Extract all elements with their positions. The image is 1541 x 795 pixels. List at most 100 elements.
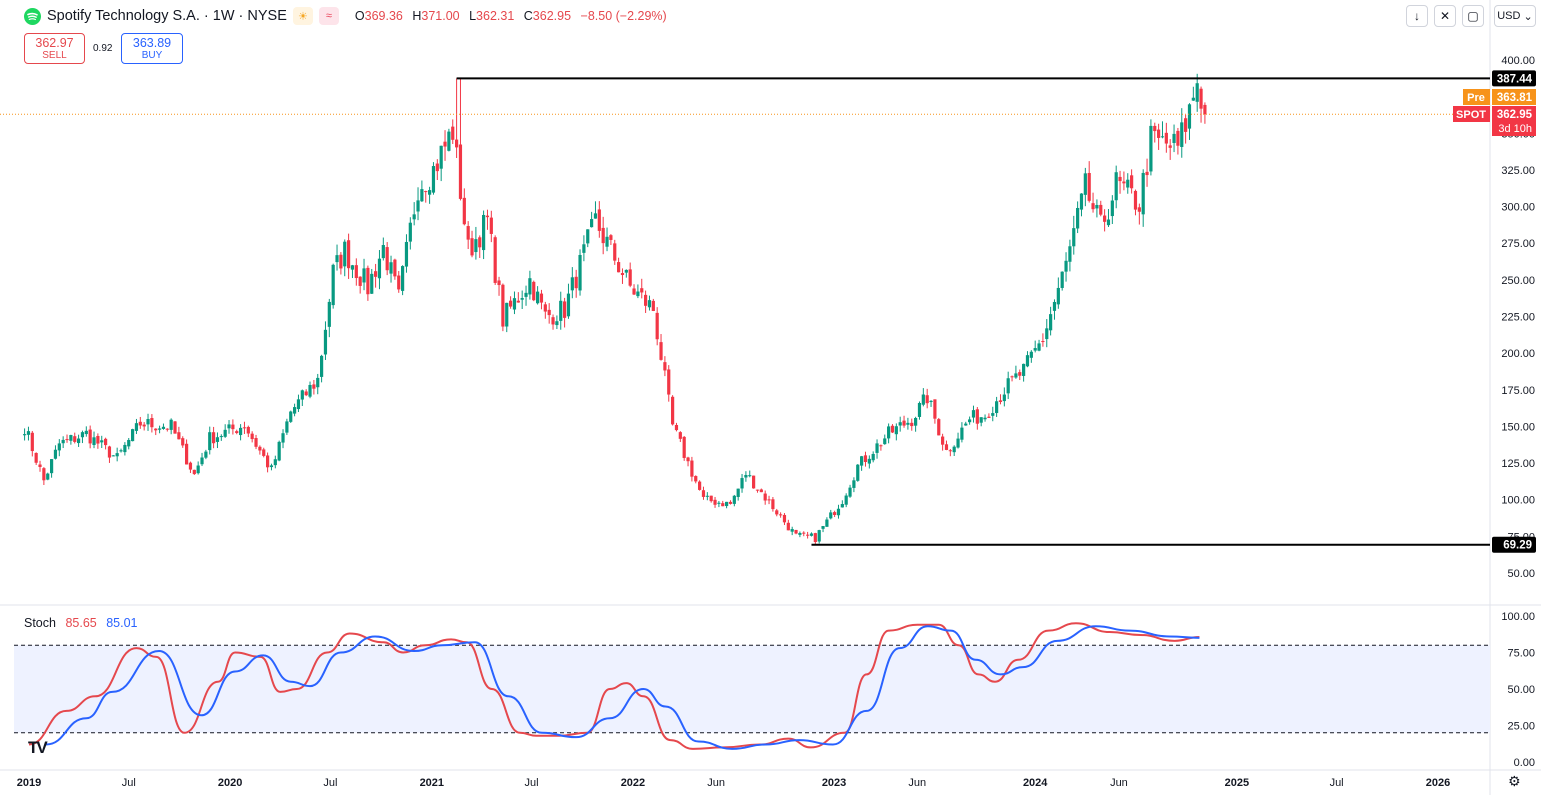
- last-price-label[interactable]: SPOT 362.95 3d 10h: [1453, 106, 1536, 136]
- candle: [798, 531, 802, 538]
- candle: [582, 235, 586, 262]
- candle-body: [543, 304, 547, 312]
- candle-body: [1130, 175, 1134, 189]
- candle-body: [493, 237, 497, 283]
- candle-body: [890, 425, 895, 433]
- maximize-icon[interactable]: ▢: [1462, 5, 1484, 27]
- candle-body: [215, 437, 220, 442]
- candle: [273, 455, 277, 469]
- candle-body: [107, 446, 112, 458]
- candle-body: [1099, 204, 1103, 215]
- settings-gear-icon[interactable]: ⚙: [1508, 773, 1521, 789]
- sun-icon[interactable]: ☀: [292, 7, 313, 25]
- candle: [316, 373, 320, 395]
- candle: [975, 407, 979, 430]
- candle-body: [867, 458, 871, 464]
- stoch-tick-label: 0.00: [1514, 757, 1535, 769]
- candle: [1168, 139, 1172, 160]
- candle: [655, 307, 659, 346]
- candle: [794, 529, 798, 535]
- candle-body: [204, 451, 208, 458]
- candle-body: [157, 428, 162, 430]
- candle-body: [1195, 83, 1199, 102]
- candle-body: [46, 473, 50, 480]
- candle-body: [875, 443, 879, 453]
- candle: [682, 436, 686, 461]
- candle: [910, 418, 914, 431]
- stoch-legend[interactable]: Stoch 85.65 85.01: [24, 616, 138, 630]
- candle-body: [948, 450, 952, 452]
- time-tick-label: 2019: [17, 777, 41, 789]
- stoch-k-value: 85.65: [65, 616, 97, 630]
- candle-body: [1110, 200, 1114, 217]
- candle-body: [686, 457, 690, 462]
- candle-body: [979, 417, 983, 423]
- candle: [250, 431, 254, 443]
- candle: [208, 426, 212, 455]
- candle: [968, 416, 972, 425]
- wave-icon[interactable]: ≈: [318, 7, 339, 25]
- candle: [281, 429, 285, 449]
- candle-body: [624, 269, 628, 273]
- candle-body: [231, 424, 235, 430]
- low-price-label[interactable]: 69.29: [1492, 536, 1536, 553]
- sell-label: SELL: [42, 49, 67, 61]
- candle: [1160, 121, 1165, 139]
- candle: [906, 417, 910, 430]
- candle: [1199, 86, 1203, 123]
- buy-button[interactable]: 363.89 BUY: [121, 33, 183, 64]
- candle: [134, 418, 139, 435]
- candle: [960, 422, 964, 443]
- candle: [181, 436, 185, 448]
- candle: [223, 424, 227, 438]
- candle-body: [181, 438, 185, 446]
- candle-body: [53, 449, 58, 459]
- candle: [227, 420, 231, 434]
- candle-body: [929, 400, 933, 403]
- candle-body: [96, 435, 100, 444]
- candle-body: [115, 453, 119, 457]
- candle: [833, 510, 837, 518]
- symbol-title[interactable]: Spotify Technology S.A. · 1W · NYSE: [47, 8, 287, 24]
- candle-body: [605, 236, 609, 247]
- collapse-icon[interactable]: ✕: [1434, 5, 1456, 27]
- candle-body: [1114, 172, 1118, 201]
- candle-body: [1029, 351, 1033, 358]
- candle: [613, 239, 617, 265]
- candle-body: [628, 269, 632, 286]
- high-price-label[interactable]: 387.44: [1492, 70, 1536, 87]
- candle: [501, 283, 505, 332]
- candle: [428, 186, 432, 204]
- candle-body: [292, 407, 297, 414]
- tradingview-logo[interactable]: TV: [28, 738, 48, 757]
- last-price-bg: [1492, 106, 1536, 136]
- candle: [952, 445, 956, 457]
- candle-body: [613, 243, 617, 261]
- candle: [1157, 123, 1161, 150]
- candle-body: [42, 468, 46, 481]
- candle-body: [381, 245, 385, 259]
- candle-body: [547, 309, 551, 316]
- candle-body: [852, 480, 856, 488]
- candle-body: [100, 440, 104, 443]
- price-tick-label: 200.00: [1501, 348, 1535, 360]
- candle: [1091, 192, 1095, 213]
- sell-button[interactable]: 362.97 SELL: [24, 33, 85, 64]
- candle-body: [1157, 129, 1161, 138]
- candle-body: [925, 395, 929, 404]
- candle: [46, 472, 50, 481]
- candle-body: [304, 391, 308, 396]
- currency-select[interactable]: USD ⌄: [1494, 5, 1536, 27]
- candle-body: [790, 529, 794, 532]
- arrow-down-icon[interactable]: ↓: [1406, 5, 1428, 27]
- time-tick-label: 2022: [621, 777, 645, 789]
- candle-body: [709, 495, 713, 502]
- stochastic-pane[interactable]: [14, 622, 1490, 750]
- candles: [22, 73, 1207, 545]
- candle-body: [555, 321, 559, 326]
- low-price-label-bg: [1492, 536, 1536, 553]
- candle-body: [312, 384, 316, 389]
- candle: [651, 298, 655, 312]
- pre-market-label[interactable]: Pre 363.81: [1463, 89, 1536, 105]
